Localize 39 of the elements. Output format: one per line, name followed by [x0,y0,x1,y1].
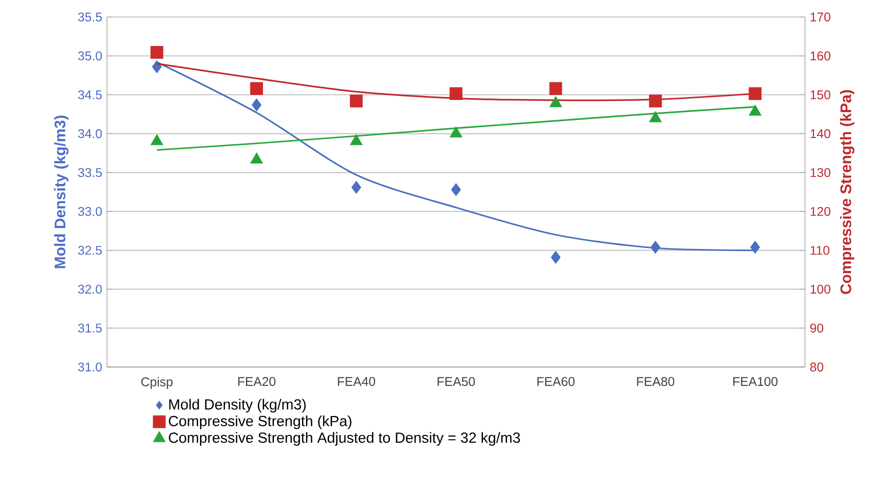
y-tick-label: 33.5 [78,168,102,178]
y-tick-label: 35.5 [78,12,102,22]
y2-tick-label: 130 [810,168,830,178]
legend-label: Compressive Strength Adjusted to Density = 32 kg/m3 [168,432,520,446]
x-tick-label: Cpisp [141,377,173,389]
x-tick-label: FEA80 [637,377,674,386]
point [252,98,262,112]
y2-tick-label: 140 [810,129,830,138]
y2-tick-label: 150 [810,90,830,100]
y-tick-label: 34.5 [78,90,102,100]
y2-tick-label: 110 [810,246,830,255]
x-tick-label: FEA40 [338,377,376,386]
y2-tick-label: 100 [810,284,830,294]
point [351,180,362,194]
y-tick-label: 32.0 [78,284,102,294]
point [650,240,660,254]
y2-axis-title: Compressive Strength (kPa) [840,90,854,294]
x-tick-label: FEA100 [733,377,778,386]
x-tick-label: FEA20 [238,377,276,386]
point [550,250,561,264]
y2-tick-label: 90 [810,324,824,333]
point [451,183,461,196]
point [750,240,760,254]
y2-tick-label: 80 [810,362,824,372]
point [152,60,162,74]
y-axis-title: Mold Density (kg/m3) [54,116,68,268]
y2-tick-label: 120 [810,206,830,216]
y-tick-label: 34.0 [78,129,102,138]
y-tick-label: 35.0 [78,51,102,60]
y2-tick-label: 160 [810,51,830,60]
y-tick-label: 31.0 [78,362,102,372]
y-tick-label: 32.5 [78,246,102,255]
y-tick-label: 31.5 [78,324,102,333]
y2-tick-label: 170 [810,12,830,22]
legend-label: Compressive Strength (kPa) [168,415,352,430]
x-tick-label: FEA50 [438,377,475,386]
legend-label: Mold Density (kg/m3) [169,398,306,412]
y-tick-label: 33.0 [78,206,102,216]
x-tick-label: FEA60 [537,377,575,386]
